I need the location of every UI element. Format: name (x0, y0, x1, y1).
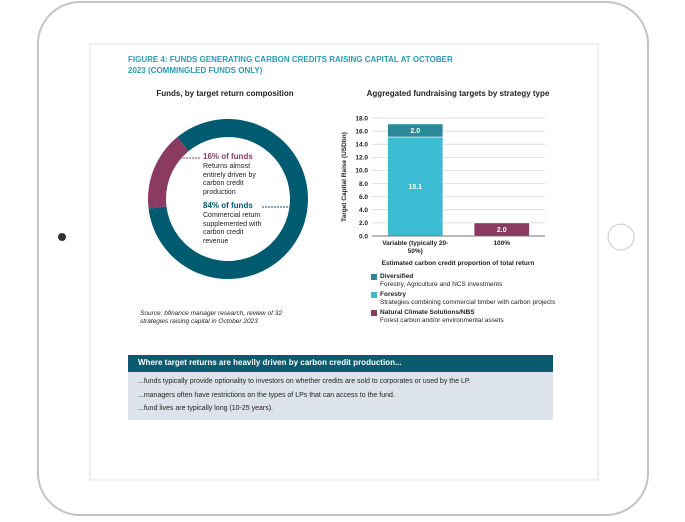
source-note: Source: bfinance manager research, revie… (140, 310, 282, 325)
y-axis-title: Target Capital Raise (USDbn) (341, 132, 348, 222)
y-tick-label: 10.0 (355, 168, 368, 175)
data-label: 84% of funds (203, 201, 253, 210)
chart-title: Funds, by target return composition (156, 89, 294, 98)
legend-swatch (371, 310, 377, 316)
slice-description: Commercial return supplemented with carb… (203, 212, 262, 245)
y-tick-label: 12.0 (355, 155, 368, 162)
y-tick-label: 14.0 (355, 142, 368, 149)
callout-line: ...fund lives are typically long (10-25 … (138, 405, 274, 412)
legend-swatch (371, 292, 377, 298)
callout-heading: Where target returns are heavily driven … (138, 358, 402, 367)
y-tick-label: 2.0 (359, 220, 368, 227)
x-tick-label: Variable (typically 20-50%) (382, 240, 449, 255)
callout-header (128, 355, 553, 372)
callout-body (128, 372, 553, 420)
y-tick-label: 18.0 (355, 115, 368, 122)
camera (58, 233, 66, 241)
data-label: 2.0 (497, 227, 507, 234)
y-tick-label: 8.0 (359, 181, 368, 188)
y-tick-label: 4.0 (359, 207, 368, 214)
x-axis-title: Estimated carbon credit proportion of to… (381, 260, 535, 267)
y-tick-label: 0.0 (359, 233, 368, 240)
bar-segment (387, 123, 444, 138)
legend-description: Strategies combining commercial timber w… (380, 299, 556, 306)
slice-description: Returns almost entirely driven by carbon… (203, 163, 256, 196)
legend-entry: Forestry (380, 291, 407, 298)
data-label: 2.0 (410, 128, 420, 135)
data-label: 16% of funds (203, 152, 253, 161)
donut-slice (148, 137, 189, 209)
chart-title: Aggregated fundraising targets by strate… (366, 89, 550, 98)
home-button[interactable] (607, 223, 635, 251)
legend-entry: Natural Climate Solutions/NBS (380, 309, 475, 316)
callout-line: ...funds typically provide optionality t… (138, 378, 471, 385)
y-tick-label: 16.0 (355, 128, 368, 135)
data-label: 15.1 (408, 184, 422, 191)
legend-description: Forestry, Agriculture and NCS investment… (380, 281, 503, 288)
x-tick-label: 100% (493, 240, 511, 247)
legend-description: Forest carbon and/or environmental asset… (380, 317, 504, 324)
legend-swatch (371, 274, 377, 280)
callout-line: ...managers often have restrictions on t… (138, 391, 395, 399)
legend-entry: Diversified (380, 273, 414, 280)
figure-title: FIGURE 4: FUNDS GENERATING CARBON CREDIT… (128, 55, 453, 75)
y-tick-label: 6.0 (359, 194, 368, 201)
